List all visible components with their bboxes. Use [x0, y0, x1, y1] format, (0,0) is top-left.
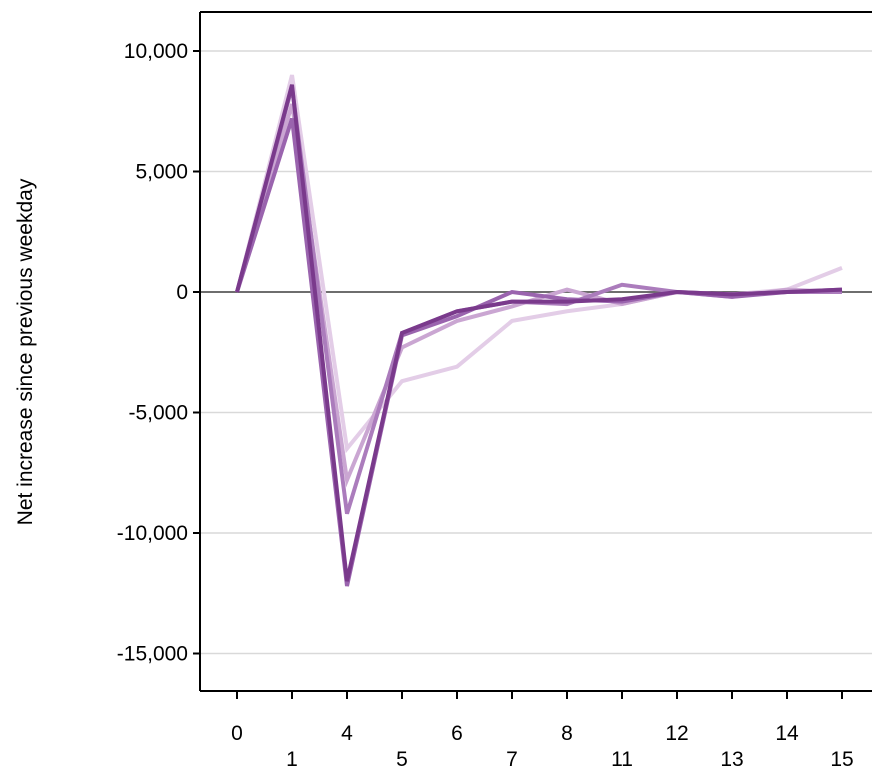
y-tick-label: 0	[176, 281, 188, 304]
y-tick-label: 5,000	[135, 161, 188, 184]
x-tick-label: 8	[561, 722, 573, 745]
x-tick-label: 12	[665, 722, 688, 745]
y-axis-label: Net increase since previous weekday	[14, 178, 37, 525]
x-tick-label: 11	[611, 748, 633, 767]
y-tick-label: 10,000	[124, 40, 188, 63]
y-axis-ticks: 10,000 5,000 0 -5,000 -10,000 -15,000	[117, 40, 200, 666]
x-tick-label: 0	[231, 722, 243, 745]
series-layer	[235, 74, 843, 587]
x-tick-label: 13	[720, 748, 743, 767]
y-tick-label: -15,000	[117, 643, 188, 666]
x-tick-label: 1	[286, 748, 298, 767]
x-tick-label: 15	[830, 748, 853, 767]
x-tick-label: 14	[775, 722, 799, 745]
x-tick-label: 7	[506, 748, 518, 767]
axes	[199, 11, 872, 692]
x-tick-label: 5	[396, 748, 408, 767]
x-tick-label: 4	[341, 722, 353, 745]
y-tick-label: -5,000	[128, 402, 188, 425]
y-tick-label: -10,000	[117, 522, 188, 545]
series-line-5	[235, 84, 843, 582]
x-tick-label: 6	[451, 722, 463, 745]
gridlines	[200, 50, 872, 655]
